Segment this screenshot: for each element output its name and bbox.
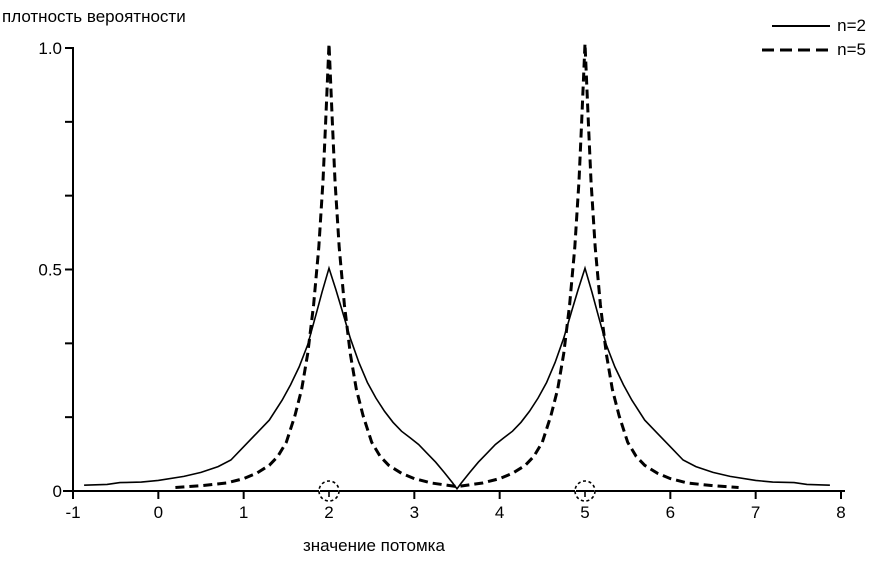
legend-label-n2: n=2 [837,16,866,35]
x-tick-label: 3 [410,503,419,522]
legend-item-n5: n=5 [762,41,866,59]
legend-item-n2: n=2 [762,17,866,35]
x-tick-label: 5 [580,503,589,522]
x-tick-label: 1 [239,503,248,522]
x-tick-label: 7 [751,503,760,522]
x-tick-label: 2 [324,503,333,522]
x-tick-label: 8 [836,503,845,522]
curve-n2 [84,265,830,491]
legend-solid-line-icon [772,25,831,27]
y-tick-label: 1.0 [38,39,62,58]
y-tick-label: 0 [53,482,62,501]
x-tick-label: -1 [65,503,80,522]
x-tick-label: 4 [495,503,504,522]
legend: n=2 n=5 [762,17,866,59]
x-tick-label: 6 [666,503,675,522]
x-tick-label: 0 [154,503,163,522]
y-tick-label: 0.5 [38,261,62,280]
y-axis-caption: плотность вероятности [2,7,186,26]
legend-label-n5: n=5 [837,40,866,59]
legend-dashed-line-icon [762,48,831,52]
x-axis-label: значение потомка [303,536,445,555]
curve-n5 [175,43,739,489]
